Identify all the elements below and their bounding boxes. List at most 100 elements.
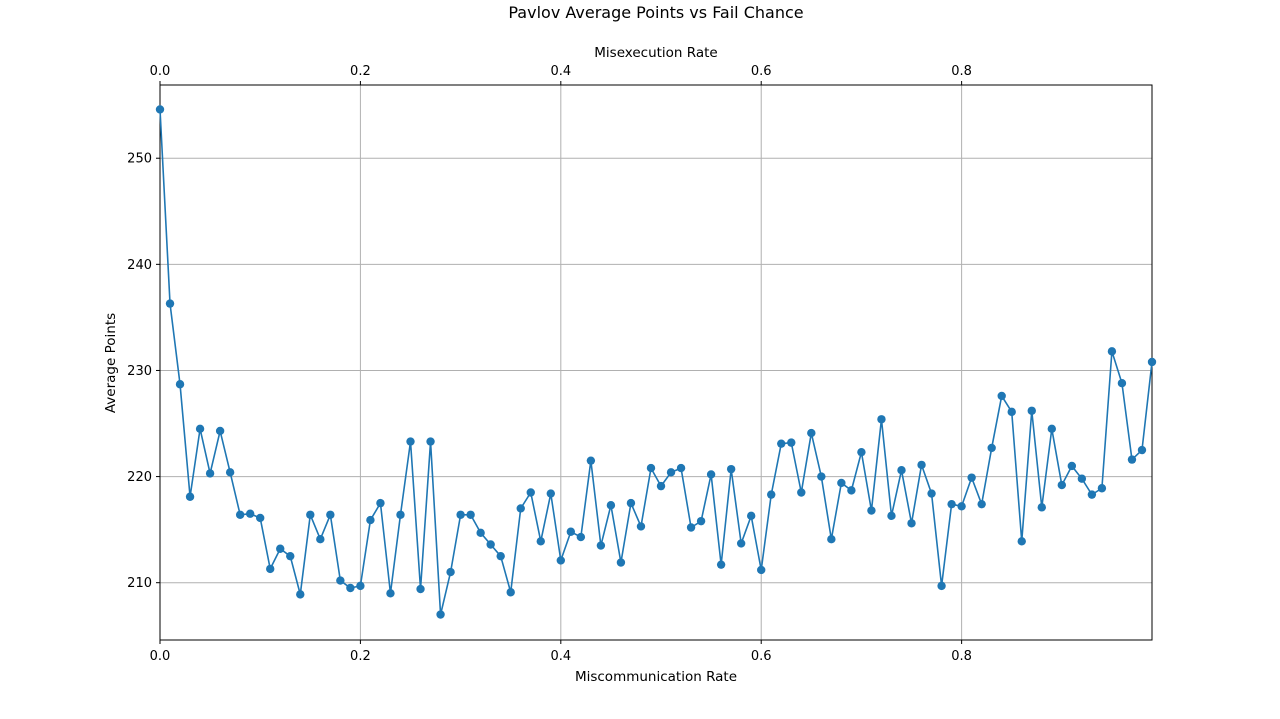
y-tick-label: 240: [127, 258, 152, 273]
series-line: [159, 109, 1153, 616]
series-layer: [155, 105, 1157, 619]
y-tick-label: 250: [127, 152, 152, 167]
y-tick-label: 220: [127, 470, 152, 485]
data-point: [897, 466, 906, 475]
data-point: [306, 510, 315, 519]
data-point: [195, 424, 205, 434]
data-point: [376, 498, 385, 508]
data-point: [256, 513, 265, 523]
data-point: [827, 534, 836, 544]
data-point: [1127, 455, 1137, 464]
data-point: [205, 469, 215, 478]
y-axis: 210 220 230 240 250: [127, 152, 160, 591]
data-point: [185, 492, 195, 501]
x-axis: 0.0 0.2 0.4 0.6 0.8: [150, 640, 972, 664]
data-point: [927, 489, 936, 498]
x-tick-label: 0.8: [951, 649, 972, 664]
data-point: [616, 558, 626, 567]
data-point: [516, 504, 525, 513]
data-point: [606, 501, 616, 510]
data-point: [1117, 378, 1127, 388]
grid-layer: [159, 85, 1152, 640]
data-point: [366, 515, 375, 525]
data-point: [1067, 461, 1077, 471]
data-point: [386, 589, 395, 598]
data-point: [726, 464, 736, 474]
data-point: [887, 511, 896, 521]
data-point: [155, 105, 165, 114]
data-point: [266, 564, 275, 574]
data-point: [817, 472, 826, 481]
data-point: [566, 527, 576, 536]
data-point: [506, 588, 515, 597]
data-point: [1047, 424, 1057, 434]
data-point: [997, 391, 1006, 401]
data-point: [857, 447, 866, 457]
data-point: [757, 565, 766, 575]
data-point: [1097, 484, 1107, 493]
y-axis-label: Average Points: [103, 313, 119, 413]
data-point: [446, 567, 455, 577]
data-point: [907, 519, 916, 528]
y-tick-label: 230: [127, 364, 152, 379]
data-point: [235, 510, 245, 519]
data-point: [807, 428, 816, 438]
data-point: [947, 499, 956, 509]
x-axis-label: Miscommunication Rate: [575, 669, 737, 685]
secondary-x-tick-label: 0.2: [350, 64, 371, 79]
data-point: [746, 511, 756, 521]
data-point: [556, 556, 566, 565]
data-point: [596, 541, 606, 550]
data-point: [336, 576, 345, 585]
data-point: [1037, 503, 1046, 512]
data-point: [326, 510, 335, 519]
secondary-x-axis-label: Misexecution Rate: [594, 45, 717, 61]
data-point: [286, 551, 295, 561]
data-point: [225, 468, 235, 477]
data-point: [456, 510, 465, 519]
data-point: [877, 415, 886, 424]
data-point: [967, 473, 976, 482]
data-point: [1017, 537, 1026, 546]
data-point: [696, 516, 706, 526]
data-point: [1057, 480, 1067, 490]
data-point: [215, 426, 225, 436]
data-point: [636, 522, 646, 531]
data-point: [767, 490, 776, 499]
data-point: [496, 551, 505, 561]
data-point: [276, 544, 285, 553]
data-point: [646, 463, 656, 473]
data-point: [576, 532, 586, 542]
data-point: [466, 510, 475, 519]
data-point: [797, 488, 806, 497]
y-tick-label: 210: [127, 576, 152, 591]
data-point: [837, 478, 846, 488]
data-point: [476, 528, 485, 538]
secondary-x-axis: 0.0 0.2 0.4 0.6 0.8: [150, 64, 972, 85]
x-tick-label: 0.0: [150, 649, 171, 664]
data-point: [656, 481, 666, 491]
data-point: [937, 581, 946, 591]
data-point: [426, 437, 435, 446]
data-point: [666, 468, 676, 477]
data-point: [706, 470, 716, 479]
data-point: [1137, 445, 1147, 455]
data-point: [586, 456, 596, 465]
data-point: [546, 489, 555, 498]
data-point: [686, 523, 696, 532]
data-point: [396, 510, 405, 519]
data-point: [1007, 407, 1016, 417]
data-point: [716, 560, 726, 569]
secondary-x-tick-label: 0.8: [951, 64, 972, 79]
data-point: [346, 583, 355, 593]
data-point: [847, 486, 856, 495]
secondary-x-tick-label: 0.0: [150, 64, 171, 79]
data-point: [165, 299, 175, 308]
secondary-x-tick-label: 0.6: [751, 64, 772, 79]
data-point: [245, 509, 255, 518]
data-point: [296, 590, 305, 599]
data-point: [356, 581, 365, 591]
data-point: [977, 499, 986, 509]
